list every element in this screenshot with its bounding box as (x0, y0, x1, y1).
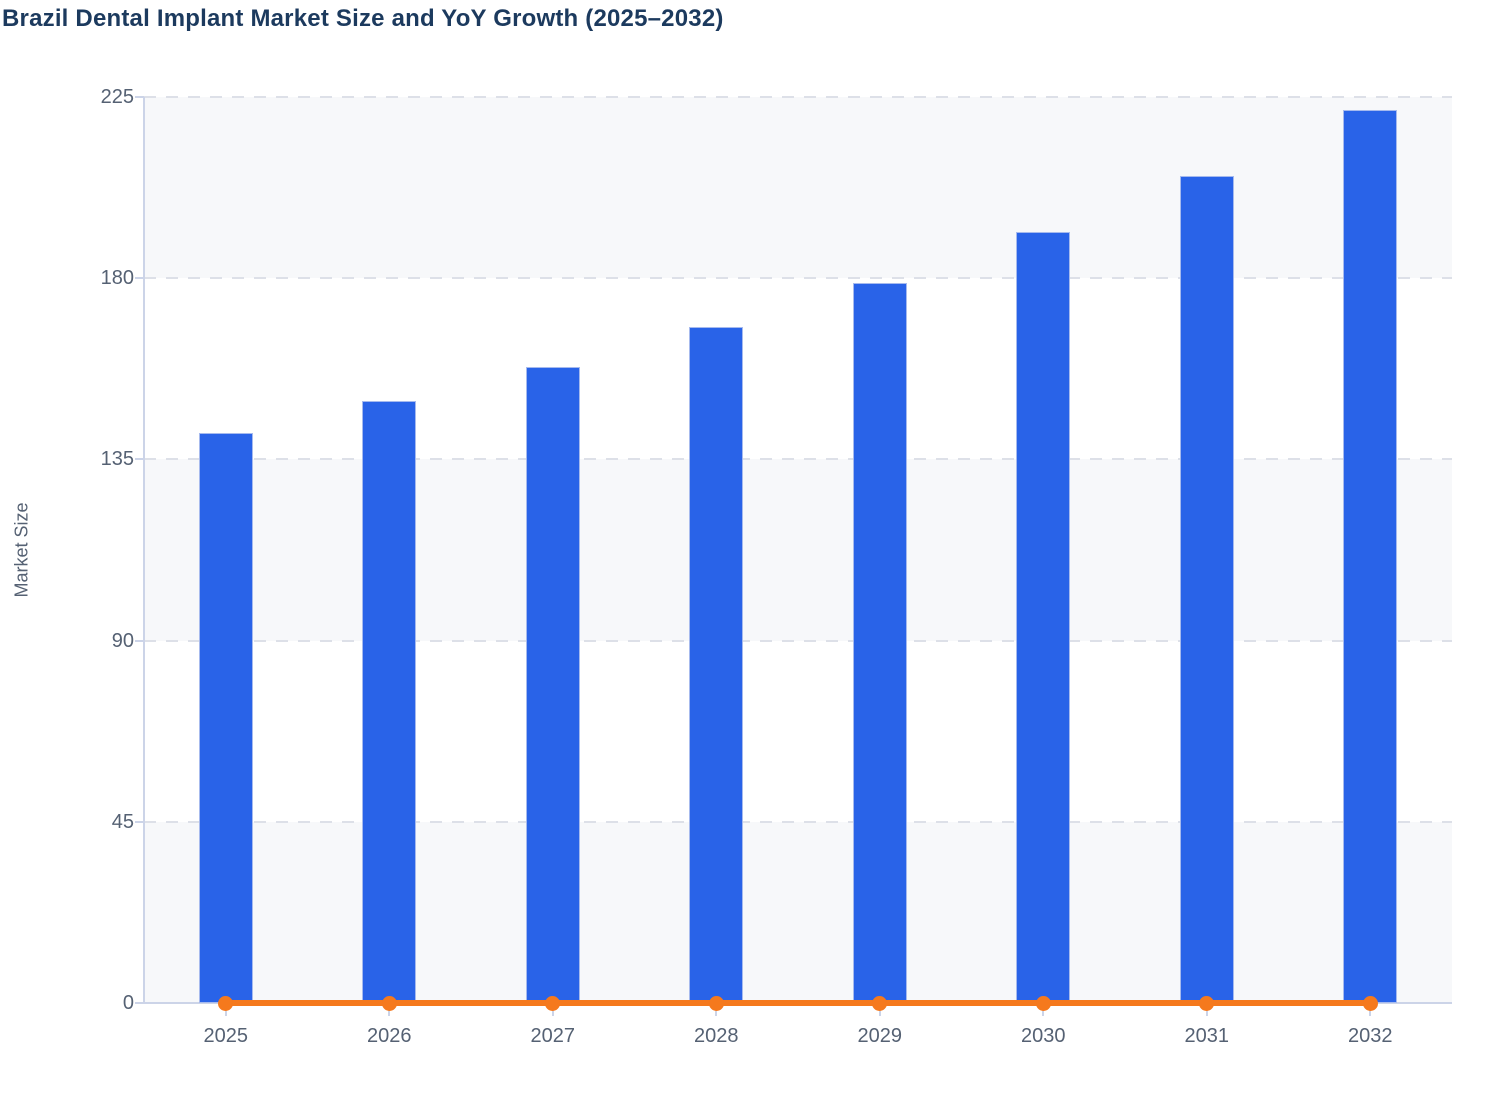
bar-2025[interactable] (198, 433, 253, 1003)
yoy-marker-2031[interactable] (1199, 995, 1215, 1011)
yoy-growth-line (225, 1000, 1371, 1006)
gridline-135 (144, 458, 1452, 461)
yoy-marker-2030[interactable] (1035, 995, 1051, 1011)
bar-2029[interactable] (852, 282, 907, 1003)
x-tick-label: 2030 (1021, 1025, 1066, 1047)
x-tick-label: 2026 (367, 1025, 412, 1047)
yoy-marker-2032[interactable] (1362, 995, 1378, 1011)
y-axis-tick (135, 96, 144, 98)
gridline-45 (144, 820, 1452, 823)
yoy-marker-2027[interactable] (545, 995, 561, 1011)
chart-title: Brazil Dental Implant Market Size and Yo… (2, 5, 724, 32)
yoy-marker-2028[interactable] (708, 995, 724, 1011)
gridline-225 (144, 96, 1452, 98)
y-axis-tick (135, 820, 144, 823)
y-tick-label: 45 (111, 810, 134, 833)
plot-band (144, 459, 1452, 641)
bar-2031[interactable] (1179, 175, 1234, 1003)
bar-2027[interactable] (525, 366, 580, 1003)
y-tick-label: 0 (122, 992, 134, 1014)
plot-band (144, 278, 1452, 460)
x-tick-label: 2028 (694, 1025, 739, 1047)
y-tick-label: 135 (100, 448, 134, 471)
plot-band (144, 97, 1452, 279)
x-tick-label: 2032 (1348, 1025, 1393, 1047)
y-axis-tick (135, 458, 144, 461)
x-tick-label: 2029 (857, 1025, 903, 1047)
y-tick-label: 180 (100, 267, 134, 290)
gridline-180 (144, 277, 1452, 280)
yoy-marker-2026[interactable] (381, 995, 397, 1011)
yoy-marker-2029[interactable] (872, 995, 888, 1011)
plot-band (144, 821, 1452, 1003)
bar-2030[interactable] (1016, 232, 1071, 1003)
bar-2026[interactable] (362, 401, 417, 1003)
y-axis-tick (135, 1002, 144, 1004)
y-axis-line (143, 97, 145, 1003)
y-axis-tick (135, 277, 144, 280)
y-axis-tick (135, 639, 144, 642)
y-tick-label: 90 (111, 629, 134, 652)
x-tick-label: 2025 (203, 1025, 249, 1047)
y-axis-title: Market Size (11, 502, 32, 598)
y-tick-label: 225 (100, 86, 134, 108)
bar-2032[interactable] (1343, 109, 1398, 1003)
x-tick-label: 2031 (1184, 1025, 1230, 1047)
plot-band (144, 640, 1452, 822)
gridline-90 (144, 639, 1452, 642)
bar-2028[interactable] (689, 326, 744, 1003)
yoy-marker-2025[interactable] (218, 995, 234, 1011)
x-tick-label: 2027 (530, 1025, 576, 1047)
